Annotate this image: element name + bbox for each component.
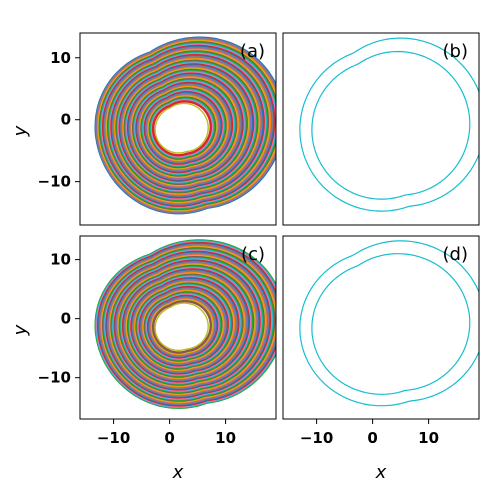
x-tick-label: −10 — [300, 429, 333, 447]
limit-cycle-outer-loop — [299, 240, 479, 407]
panel-c-yticks: −10 0 10 — [38, 251, 80, 387]
panel-d-curves — [299, 240, 479, 407]
y-tick-label: −10 — [38, 369, 71, 387]
panel-d-xticks: −10 0 10 — [300, 419, 439, 447]
panel-a-curves — [94, 36, 276, 215]
panel-a: −10 0 10 (a) — [38, 32, 277, 226]
x-tick-label: −10 — [97, 429, 130, 447]
limit-cycle-inner-loop — [311, 253, 471, 395]
y-tick-label: 0 — [61, 111, 71, 129]
panel-d-frame — [282, 235, 480, 420]
y-tick-label: 10 — [50, 251, 71, 269]
panel-d-label: (d) — [443, 244, 468, 265]
x-tick-label: 0 — [367, 429, 377, 447]
trajectory-band — [151, 100, 212, 157]
x-axis-label-right: x — [375, 462, 387, 483]
x-tick-label: 0 — [164, 429, 174, 447]
y-tick-label: 10 — [50, 49, 71, 67]
panel-b: (b) — [282, 32, 480, 226]
x-tick-label: 10 — [215, 429, 236, 447]
panel-b-label: (b) — [443, 41, 468, 62]
limit-cycle-outer-loop — [299, 37, 479, 212]
trajectory-band — [151, 300, 212, 354]
panel-c: −10 0 10 −10 0 10 (c) — [38, 235, 277, 447]
inner-hole — [154, 102, 209, 154]
panel-a-frame — [79, 32, 277, 226]
limit-cycle-inner-loop — [311, 50, 471, 200]
panel-c-curves — [94, 239, 276, 410]
y-tick-label: −10 — [38, 173, 71, 191]
y-tick-label: 0 — [61, 310, 71, 328]
y-axis-label-bottom: y — [10, 324, 31, 336]
panel-c-xticks: −10 0 10 — [97, 419, 236, 447]
panel-b-curves — [299, 37, 479, 212]
panel-d: −10 0 10 (d) — [282, 235, 480, 447]
x-tick-label: 10 — [418, 429, 439, 447]
panel-a-yticks: −10 0 10 — [38, 49, 80, 191]
y-axis-label-top: y — [10, 125, 31, 137]
panel-c-frame — [79, 235, 277, 420]
x-axis-label-left: x — [172, 462, 184, 483]
panel-a-label: (a) — [240, 41, 265, 62]
inner-hole — [154, 302, 209, 352]
panel-c-label: (c) — [241, 244, 265, 265]
panel-b-frame — [282, 32, 480, 226]
